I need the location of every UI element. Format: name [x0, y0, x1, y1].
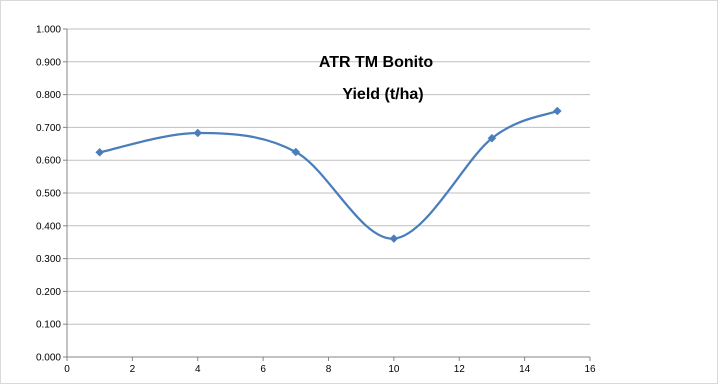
data-point-marker	[291, 147, 301, 157]
y-tick-label: 0.900	[36, 57, 61, 68]
y-tick-label: 0.100	[36, 320, 61, 331]
y-tick-label: 0.500	[36, 189, 61, 200]
y-tick-label: 0.800	[36, 90, 61, 101]
x-tick-labels: 0 2 4 6 8 10 12 14 16	[64, 364, 596, 375]
y-tick-label: 0.300	[36, 254, 61, 265]
series	[95, 106, 562, 243]
y-tick-label: 1.000	[36, 25, 61, 36]
y-tick-label: 0.000	[36, 353, 61, 364]
y-tick-label: 0.200	[36, 287, 61, 298]
x-tick-label: 16	[584, 364, 596, 375]
data-point-marker	[389, 234, 399, 243]
x-tick-label: 14	[519, 364, 531, 375]
series-line	[99, 109, 558, 240]
x-tick-label: 4	[195, 364, 201, 375]
y-tick-labels: 0.000 0.100 0.200 0.300 0.400 0.500 0.600 0.700…	[36, 25, 61, 364]
y-tick-label: 0.700	[36, 123, 61, 134]
data-point-marker	[487, 133, 497, 143]
x-tick-label: 2	[130, 364, 136, 375]
chart-title-line-2: Yield (t/ha)	[342, 86, 423, 103]
axes	[63, 28, 591, 361]
chart-title-line-1: ATR TM Bonito	[319, 54, 434, 71]
y-tick-label: 0.400	[36, 221, 61, 232]
chart-title: ATR TM Bonito Yield (t/ha)	[319, 54, 434, 103]
x-tick-label: 12	[454, 364, 466, 375]
x-tick-label: 8	[326, 364, 332, 375]
data-point-marker	[193, 128, 203, 138]
x-tick-label: 10	[388, 364, 400, 375]
x-tick-label: 6	[260, 364, 266, 375]
data-point-marker	[95, 147, 105, 157]
y-tick-label: 0.600	[36, 156, 61, 167]
gridlines	[67, 28, 590, 325]
data-point-marker	[552, 106, 562, 116]
x-tick-label: 0	[64, 364, 70, 375]
